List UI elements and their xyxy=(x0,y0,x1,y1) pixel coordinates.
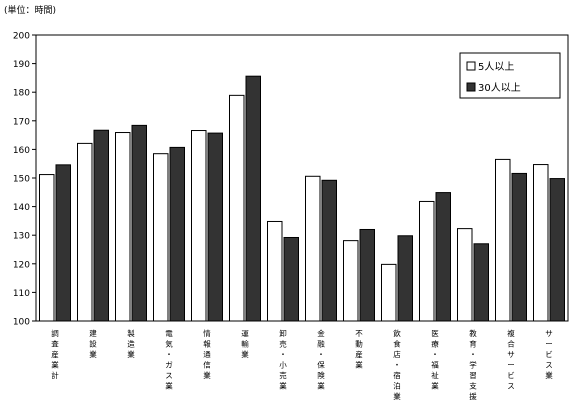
y-tick-label: 140 xyxy=(13,203,30,213)
x-category-label: 電気・ガス業 xyxy=(165,329,173,391)
x-category-label: 運輸業 xyxy=(241,329,249,359)
x-category-label: 飲食店・宿泊業 xyxy=(393,328,401,401)
bar-5plus xyxy=(153,153,169,322)
bars xyxy=(39,75,565,322)
x-category-label: 卸売・小売業 xyxy=(279,328,287,391)
x-category-label: 教育・学習支援 xyxy=(469,328,477,401)
legend-label-30plus: 30人以上 xyxy=(478,82,521,94)
y-tick-label: 180 xyxy=(13,89,30,99)
y-tick-label: 150 xyxy=(13,175,30,185)
legend-swatch-30plus xyxy=(466,82,476,92)
bar-5plus xyxy=(115,132,131,322)
bar-5plus xyxy=(229,94,245,322)
bar-5plus xyxy=(381,263,397,322)
bar-5plus xyxy=(267,220,283,322)
bar-30plus xyxy=(283,236,299,322)
legend-box xyxy=(459,52,561,99)
bar-5plus xyxy=(419,200,435,322)
x-category-label: 製造業 xyxy=(127,328,135,359)
y-tick-label: 170 xyxy=(13,117,30,127)
bar-30plus xyxy=(473,243,489,322)
bar-30plus xyxy=(511,172,527,322)
bar-5plus xyxy=(495,158,511,322)
bar-30plus xyxy=(55,164,71,322)
y-tick-label: 130 xyxy=(13,232,30,242)
bar-5plus xyxy=(533,164,549,322)
bar-30plus xyxy=(245,75,261,322)
bar-30plus xyxy=(207,132,223,322)
x-category-label: 調査産業計 xyxy=(51,328,59,380)
x-category-label: 複合サービス xyxy=(507,328,515,391)
bar-30plus xyxy=(321,179,337,322)
legend: 5人以上 30人以上 xyxy=(459,52,561,99)
x-axis: 調査産業計 建設業 製造業 電気・ガス業 情報通信業 運輸業 卸売・小売業 金融・保険業 不動産… xyxy=(51,328,553,401)
bar-30plus xyxy=(549,178,565,322)
y-tick-label: 110 xyxy=(13,289,30,299)
bar-30plus xyxy=(359,228,375,322)
unit-label: (単位：時間) xyxy=(4,4,56,16)
y-tick-label: 190 xyxy=(13,60,30,70)
bar-30plus xyxy=(131,124,147,322)
bar-5plus xyxy=(77,142,93,322)
bar-30plus xyxy=(169,146,185,322)
bar-5plus xyxy=(191,130,207,322)
y-tick-label: 100 xyxy=(13,318,30,328)
y-axis: 100 110 120 130 140 150 160 170 180 190 200 xyxy=(13,32,36,328)
bar-5plus xyxy=(39,174,55,322)
bar-5plus xyxy=(343,240,359,322)
bar-5plus xyxy=(305,175,321,322)
x-category-label: サービス業 xyxy=(545,329,553,380)
y-tick-label: 120 xyxy=(13,260,30,270)
x-category-label: 建設業 xyxy=(89,328,97,359)
legend-label-5plus: 5人以上 xyxy=(478,61,514,73)
x-category-label: 医療・福祉業 xyxy=(431,329,439,391)
legend-swatch-5plus xyxy=(466,61,476,71)
x-category-label: 不動産業 xyxy=(355,329,363,370)
bar-30plus xyxy=(93,129,109,322)
y-tick-label: 160 xyxy=(13,146,30,156)
bar-30plus xyxy=(435,192,451,322)
x-category-label: 情報通信業 xyxy=(203,328,211,380)
bar-5plus xyxy=(457,228,473,322)
bar-30plus xyxy=(397,235,413,322)
x-category-label: 金融・保険業 xyxy=(317,328,325,391)
y-tick-label: 200 xyxy=(13,32,30,42)
